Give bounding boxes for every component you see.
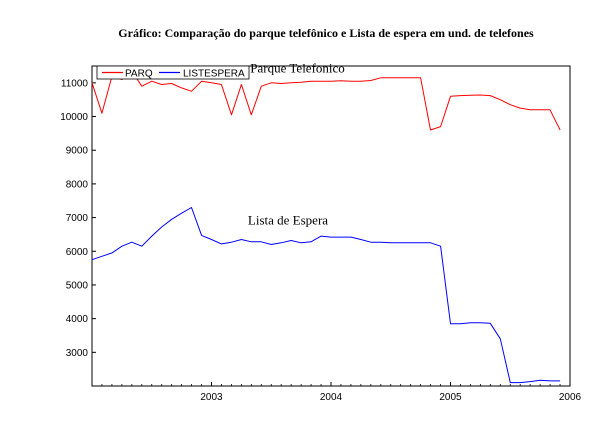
y-tick-label: 7000	[66, 213, 89, 224]
series-line-listespera	[91, 207, 561, 384]
y-tick-label: 3000	[66, 348, 89, 359]
y-tick-label: 4000	[66, 314, 89, 325]
legend: PARQ LISTESPERA	[96, 65, 250, 80]
annotation-0: Parque Telefonico	[250, 61, 345, 76]
chart-title: Gráfico: Comparação do parque telefônico…	[118, 26, 534, 40]
x-tick-label: 2003	[200, 392, 223, 403]
y-axis: 3000 4000 5000 6000 7000 8000 9000 10000 11000	[60, 78, 96, 359]
annotation-1: Lista de Espera	[248, 212, 328, 227]
y-tick-label: 10000	[60, 112, 88, 123]
y-tick-label: 8000	[66, 179, 89, 190]
x-tick-label: 2005	[439, 392, 462, 403]
y-tick-label: 5000	[66, 280, 89, 291]
x-tick-label: 2006	[559, 392, 582, 403]
annotations: Parque Telefonico Lista de Espera	[248, 61, 345, 228]
series-line-parq	[91, 70, 561, 131]
y-tick-label: 11000	[61, 78, 89, 89]
x-tick-label: 2004	[320, 392, 343, 403]
x-axis: 2003 2004 2005 2006	[101, 382, 582, 403]
legend-label-listespera: LISTESPERA	[183, 69, 245, 80]
series-layer	[91, 70, 561, 384]
legend-label-parq: PARQ	[125, 69, 153, 80]
y-tick-label: 9000	[66, 146, 89, 157]
y-tick-label: 6000	[66, 247, 89, 258]
